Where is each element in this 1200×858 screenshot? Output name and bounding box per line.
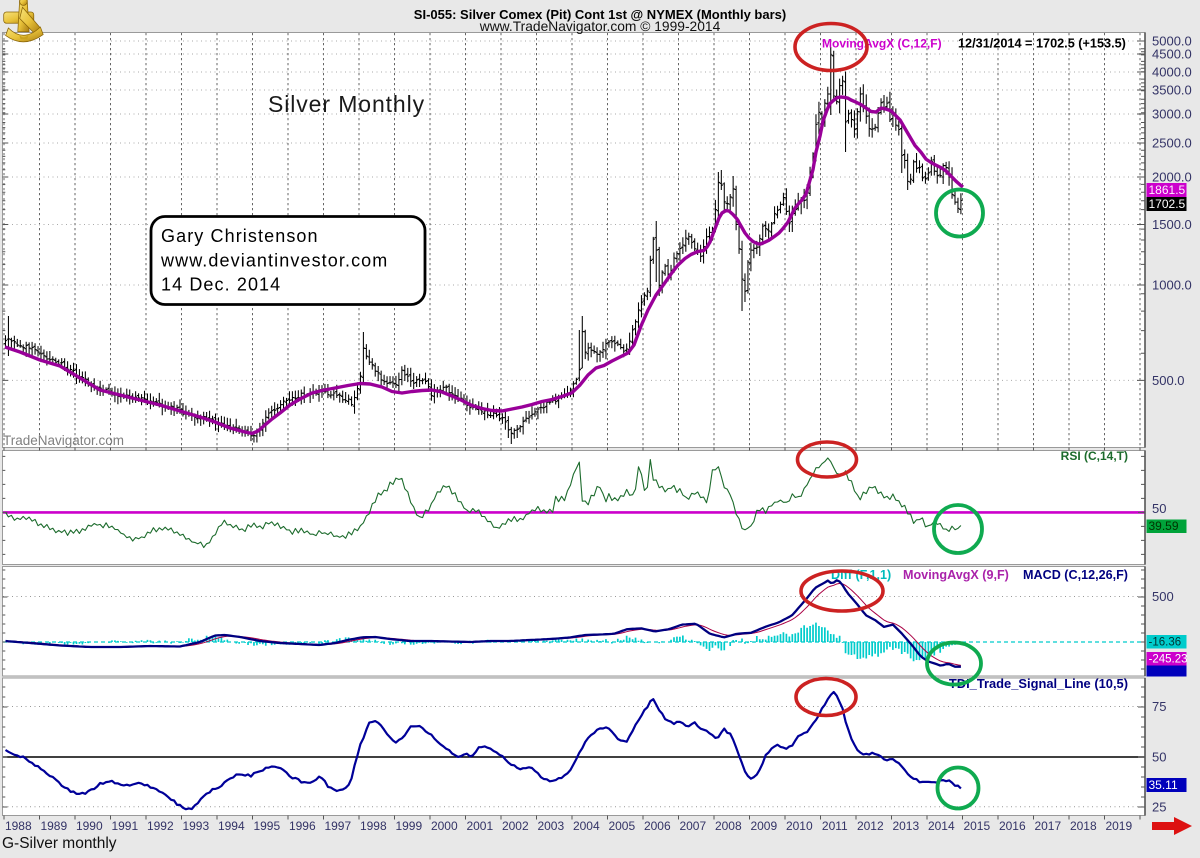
svg-text:1992: 1992 xyxy=(147,819,174,833)
svg-text:2017: 2017 xyxy=(1034,819,1061,833)
svg-text:75: 75 xyxy=(1152,699,1166,714)
svg-text:39.59: 39.59 xyxy=(1149,519,1179,533)
svg-text:www.deviantinvestor.com: www.deviantinvestor.com xyxy=(160,251,388,271)
svg-text:MACD (C,12,26,F): MACD (C,12,26,F) xyxy=(1023,568,1128,582)
svg-text:2016: 2016 xyxy=(999,819,1026,833)
svg-text:1998: 1998 xyxy=(360,819,387,833)
svg-text:1990: 1990 xyxy=(76,819,103,833)
svg-text:2002: 2002 xyxy=(502,819,529,833)
svg-text:www.TradeNavigator.com © 1999-: www.TradeNavigator.com © 1999-2014 xyxy=(479,19,721,34)
svg-text:2008: 2008 xyxy=(715,819,742,833)
svg-text:TradeNavigator.com: TradeNavigator.com xyxy=(3,433,124,448)
svg-text:2019: 2019 xyxy=(1105,819,1132,833)
svg-text:1702.5: 1702.5 xyxy=(1149,197,1186,211)
svg-text:1997: 1997 xyxy=(324,819,351,833)
svg-text:2500.0: 2500.0 xyxy=(1152,136,1192,151)
svg-text:G-Silver monthly: G-Silver monthly xyxy=(2,835,117,852)
svg-text:1991: 1991 xyxy=(111,819,138,833)
svg-text:SI-055: Silver Comex (Pit) Co: SI-055: Silver Comex (Pit) Cont 1st @ NY… xyxy=(414,7,786,22)
svg-text:-245.23: -245.23 xyxy=(1149,654,1188,666)
svg-text:1994: 1994 xyxy=(218,819,245,833)
svg-text:2012: 2012 xyxy=(857,819,884,833)
svg-text:MovingAvgX (9,F): MovingAvgX (9,F) xyxy=(903,568,1009,582)
svg-text:1000.0: 1000.0 xyxy=(1152,278,1192,293)
svg-text:TDI_Trade_Signal_Line (10,5): TDI_Trade_Signal_Line (10,5) xyxy=(949,676,1128,691)
svg-text:14 Dec. 2014: 14 Dec. 2014 xyxy=(161,275,281,295)
svg-text:1500.0: 1500.0 xyxy=(1152,217,1192,232)
svg-text:3500.0: 3500.0 xyxy=(1152,83,1192,98)
svg-text:2011: 2011 xyxy=(822,819,848,833)
svg-text:2009: 2009 xyxy=(750,819,777,833)
svg-text:1999: 1999 xyxy=(395,819,422,833)
svg-text:12/31/2014 = 1702.5 (+153.5): 12/31/2014 = 1702.5 (+153.5) xyxy=(958,37,1126,51)
svg-text:1995: 1995 xyxy=(253,819,280,833)
svg-text:2010: 2010 xyxy=(786,819,813,833)
svg-text:2003: 2003 xyxy=(537,819,564,833)
svg-text:25: 25 xyxy=(1152,800,1166,815)
svg-text:3000.0: 3000.0 xyxy=(1152,107,1192,122)
svg-text:500: 500 xyxy=(1152,589,1174,604)
svg-text:35.11: 35.11 xyxy=(1149,778,1178,792)
svg-text:RSI (C,14,T): RSI (C,14,T) xyxy=(1061,449,1128,463)
svg-text:2006: 2006 xyxy=(644,819,671,833)
svg-text:2005: 2005 xyxy=(608,819,635,833)
svg-text:500.0: 500.0 xyxy=(1152,373,1185,388)
svg-text:2000: 2000 xyxy=(431,819,458,833)
svg-text:4000.0: 4000.0 xyxy=(1152,65,1192,80)
svg-text:2001: 2001 xyxy=(466,819,493,833)
svg-text:1988: 1988 xyxy=(5,819,32,833)
svg-text:50: 50 xyxy=(1152,750,1166,765)
svg-text:2015: 2015 xyxy=(963,819,990,833)
svg-text:Gary Christenson: Gary Christenson xyxy=(161,226,319,246)
svg-text:1993: 1993 xyxy=(182,819,209,833)
svg-text:2018: 2018 xyxy=(1070,819,1097,833)
svg-text:1861.5: 1861.5 xyxy=(1149,183,1186,197)
svg-text:4500.0: 4500.0 xyxy=(1152,47,1192,62)
svg-text:2007: 2007 xyxy=(679,819,706,833)
svg-text:2000.0: 2000.0 xyxy=(1152,170,1192,185)
svg-text:Silver Monthly: Silver Monthly xyxy=(268,91,425,117)
svg-text:MovingAvgX (C,12,F): MovingAvgX (C,12,F) xyxy=(822,37,942,51)
svg-text:2004: 2004 xyxy=(573,819,600,833)
svg-text:1989: 1989 xyxy=(40,819,67,833)
svg-text:2014: 2014 xyxy=(928,819,955,833)
svg-text:50: 50 xyxy=(1152,501,1166,516)
svg-text:-16.36: -16.36 xyxy=(1149,637,1182,649)
svg-text:2013: 2013 xyxy=(892,819,919,833)
svg-text:5000.0: 5000.0 xyxy=(1152,34,1192,49)
svg-text:1996: 1996 xyxy=(289,819,316,833)
